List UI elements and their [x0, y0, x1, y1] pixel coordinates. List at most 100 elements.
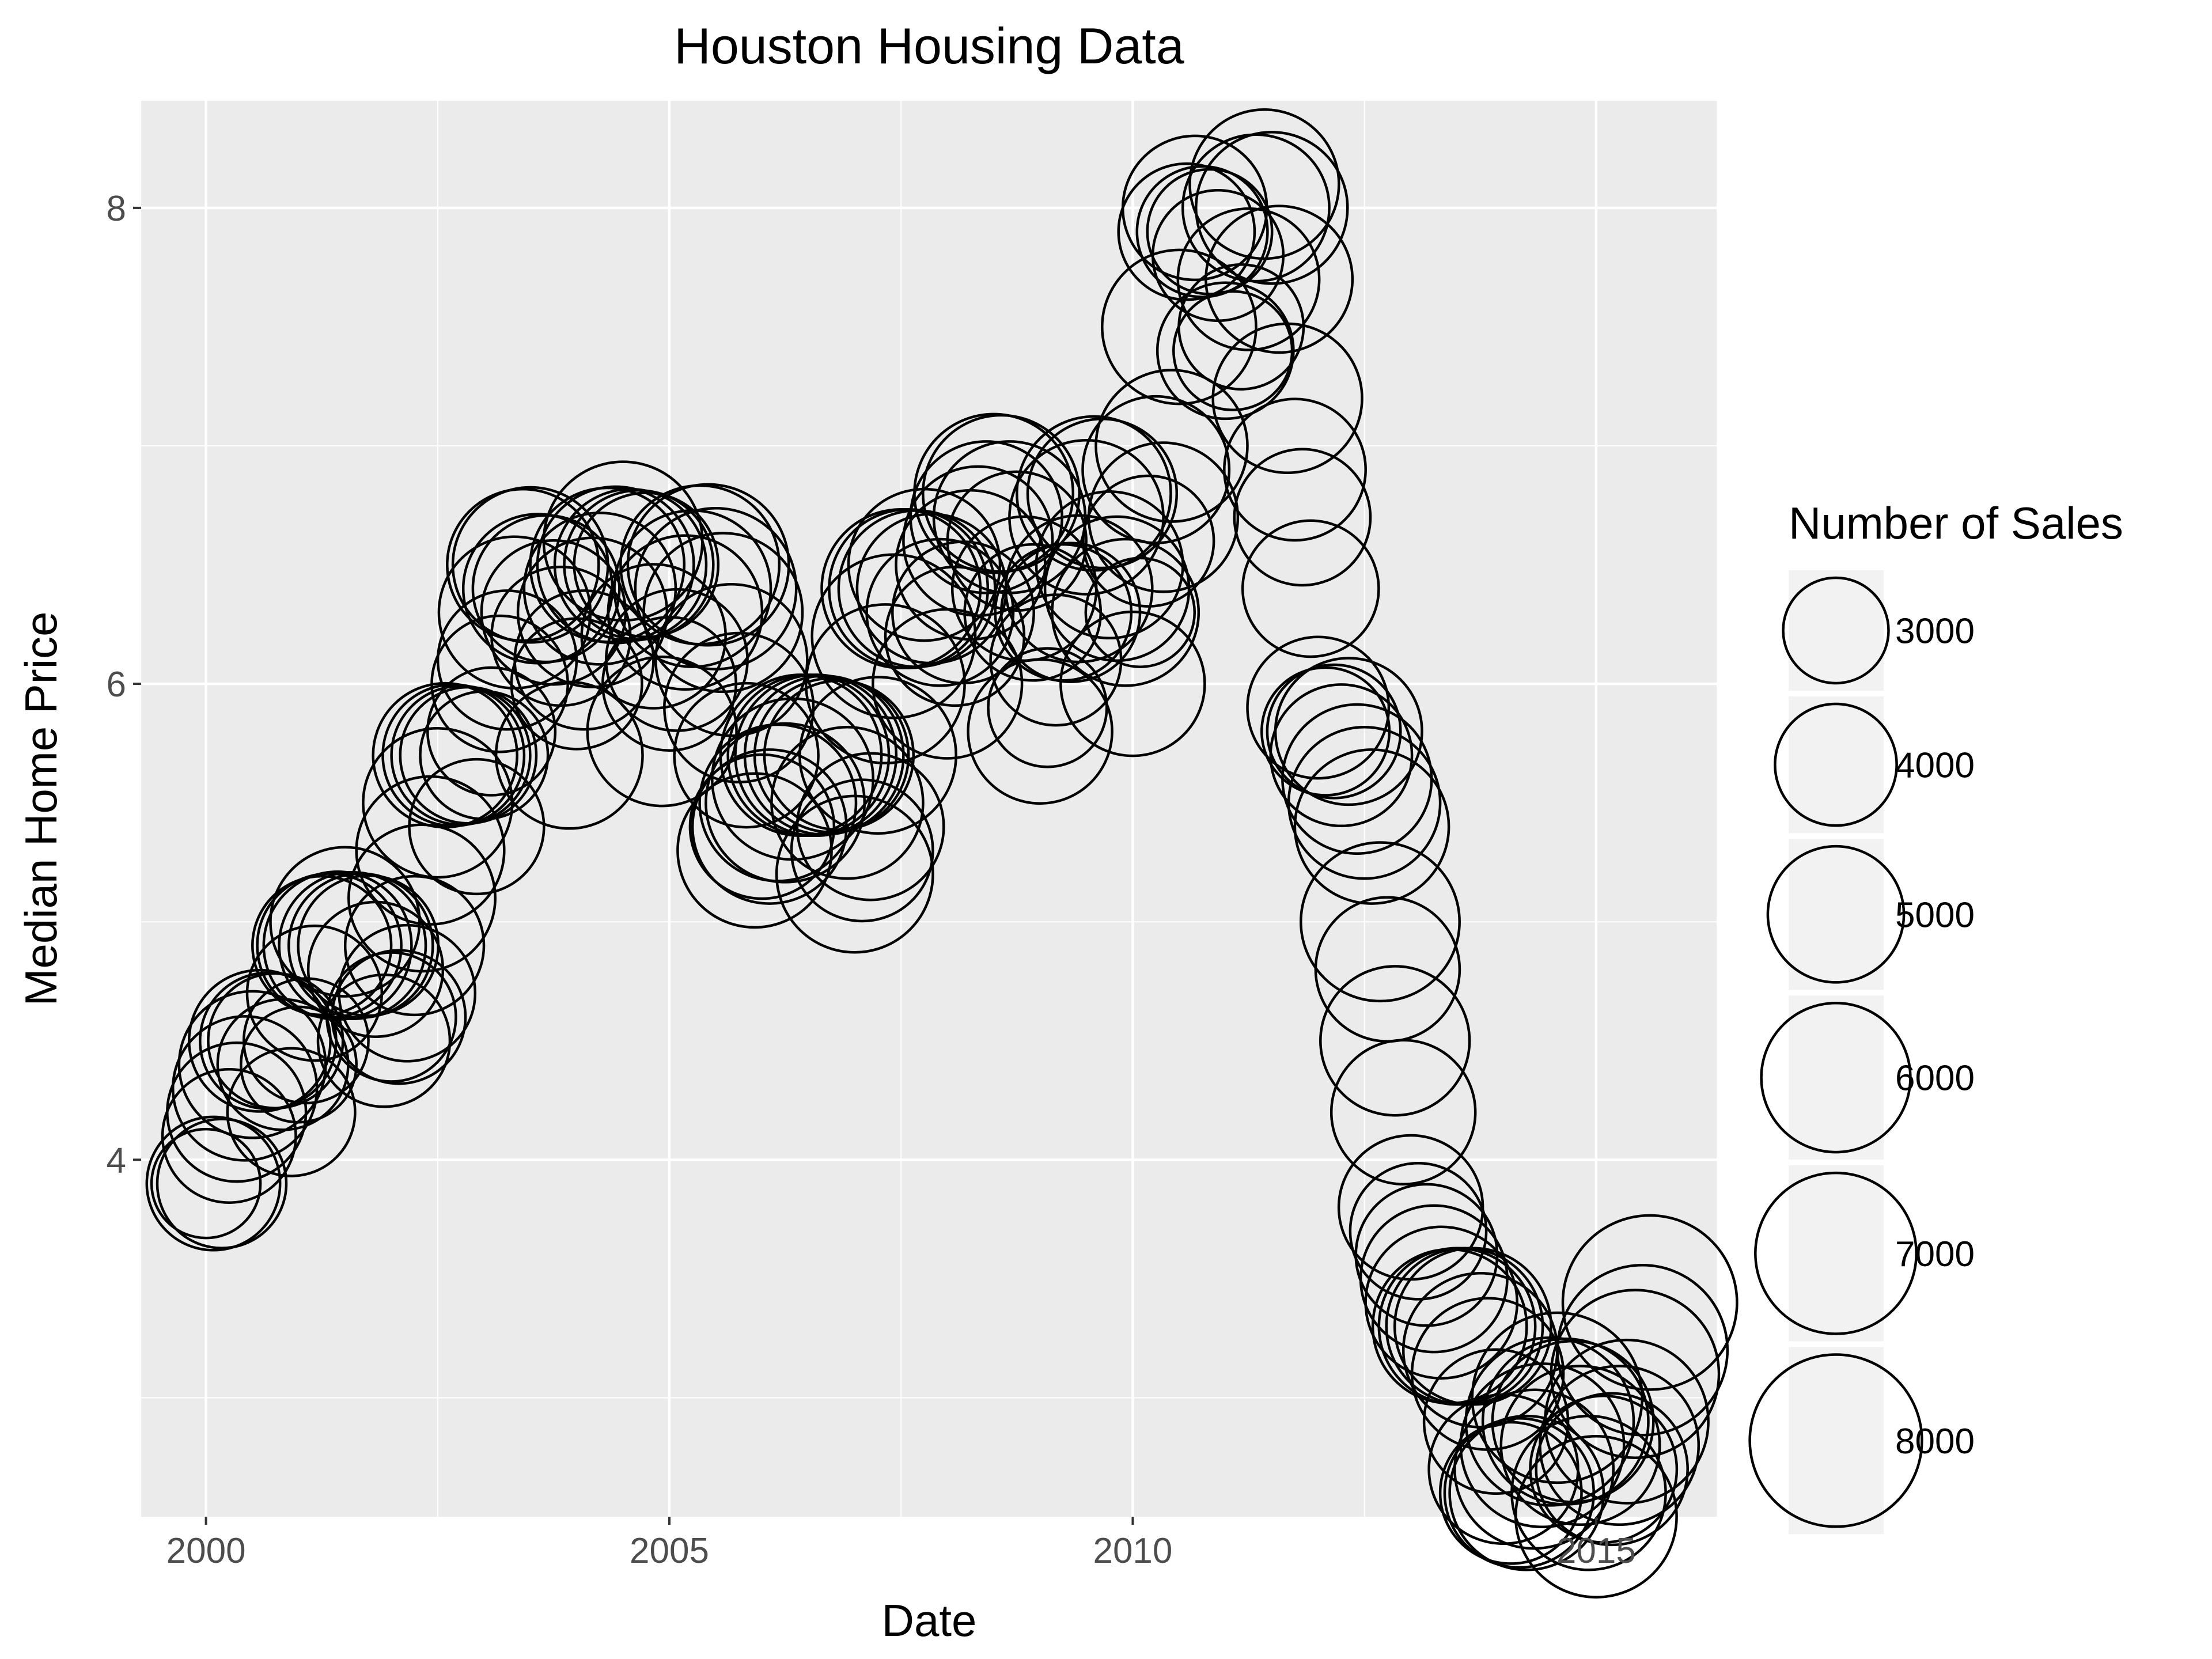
x-tick-label: 2005 — [630, 1531, 709, 1571]
data-point — [913, 412, 1075, 574]
data-point — [865, 537, 1015, 687]
data-point — [580, 563, 727, 710]
data-point — [1035, 490, 1184, 640]
data-point — [586, 656, 738, 808]
y-tick-label: 4 — [107, 1141, 126, 1180]
data-point — [796, 752, 945, 902]
data-point — [1535, 1392, 1689, 1547]
y-tick-label: 6 — [107, 665, 126, 704]
data-point — [790, 778, 934, 923]
data-point — [226, 1047, 357, 1177]
data-point — [1349, 1161, 1488, 1301]
data-point — [1195, 131, 1349, 285]
data-point — [426, 666, 557, 797]
data-point — [798, 676, 957, 835]
data-point — [1464, 1336, 1635, 1507]
data-point — [1459, 1362, 1626, 1529]
legend-label: 8000 — [1895, 1422, 1975, 1461]
data-point — [1422, 1348, 1570, 1495]
data-point — [1205, 204, 1354, 354]
data-point — [331, 949, 467, 1085]
data-point — [891, 540, 1035, 685]
data-point — [1364, 1225, 1518, 1380]
data-point — [1223, 397, 1367, 542]
data-point — [262, 870, 413, 1021]
y-axis-title: Median Home Price — [16, 612, 66, 1006]
data-point — [343, 874, 486, 1017]
data-point — [1051, 537, 1200, 687]
data-point — [634, 506, 798, 671]
data-point — [1135, 165, 1269, 298]
data-point — [316, 974, 452, 1108]
data-point — [987, 647, 1108, 768]
data-point — [763, 679, 915, 831]
data-point — [145, 1115, 282, 1252]
legend-key-circle — [1748, 1353, 1923, 1528]
legend-key-circle — [1782, 576, 1890, 685]
data-point — [1082, 474, 1215, 608]
data-point — [1293, 748, 1450, 905]
data-point — [1211, 322, 1363, 475]
data-point — [902, 465, 1054, 617]
legend-label: 3000 — [1895, 611, 1975, 651]
data-point — [513, 589, 655, 731]
data-point — [269, 846, 421, 998]
data-point — [399, 685, 538, 825]
data-point — [1101, 248, 1257, 406]
chart-title: Houston Housing Data — [674, 17, 1184, 74]
data-point — [946, 470, 1088, 612]
legend: Number of Sales 3000 4000 5000 6000 7000 8000 — [1748, 498, 2123, 1535]
data-point — [1176, 207, 1321, 351]
legend-key-box — [1789, 995, 1884, 1160]
data-point — [1300, 841, 1461, 1003]
x-tick-label: 2010 — [1093, 1531, 1172, 1571]
data-point — [381, 683, 526, 828]
data-point — [734, 673, 898, 838]
data-point — [1529, 1394, 1679, 1544]
data-point — [753, 677, 910, 834]
major-grid — [141, 101, 1717, 1517]
data-point — [1438, 1421, 1583, 1565]
data-point — [626, 483, 790, 647]
data-point — [1233, 448, 1372, 587]
data-point — [1004, 514, 1154, 664]
legend-label: 7000 — [1895, 1234, 1975, 1274]
data-point — [1094, 369, 1249, 523]
data-point — [325, 951, 457, 1083]
data-point — [251, 874, 393, 1017]
data-point — [688, 753, 836, 900]
data-point — [390, 684, 532, 826]
x-axis-title: Date — [882, 1595, 977, 1646]
data-points — [145, 108, 1738, 1599]
data-point — [1269, 683, 1414, 828]
data-point — [1319, 965, 1471, 1117]
data-point — [1556, 1264, 1729, 1437]
legend-key-circle — [1766, 844, 1906, 984]
data-point — [372, 681, 518, 829]
data-point — [1087, 441, 1240, 593]
legend-title: Number of Sales — [1789, 498, 2123, 548]
data-point — [161, 1068, 297, 1204]
data-point — [1330, 1039, 1477, 1185]
data-point — [1266, 663, 1402, 800]
data-point — [150, 1127, 262, 1240]
data-point — [1016, 415, 1172, 572]
data-point — [673, 681, 820, 829]
data-point — [642, 532, 804, 694]
data-point — [471, 514, 621, 664]
data-point — [1448, 1414, 1605, 1571]
legend-key-box — [1789, 1347, 1884, 1535]
data-point — [743, 675, 905, 836]
legend-key-circle — [1774, 702, 1898, 827]
data-point — [1146, 168, 1274, 296]
legend-label: 6000 — [1895, 1059, 1975, 1099]
data-point — [1246, 635, 1391, 780]
y-axis: 4 6 8 — [107, 189, 141, 1180]
data-point — [1177, 263, 1305, 391]
data-point — [1561, 1214, 1738, 1391]
data-point — [1188, 108, 1340, 260]
data-point — [922, 414, 1081, 573]
legend-key-circle — [1754, 1171, 1918, 1335]
data-point — [1059, 610, 1206, 757]
